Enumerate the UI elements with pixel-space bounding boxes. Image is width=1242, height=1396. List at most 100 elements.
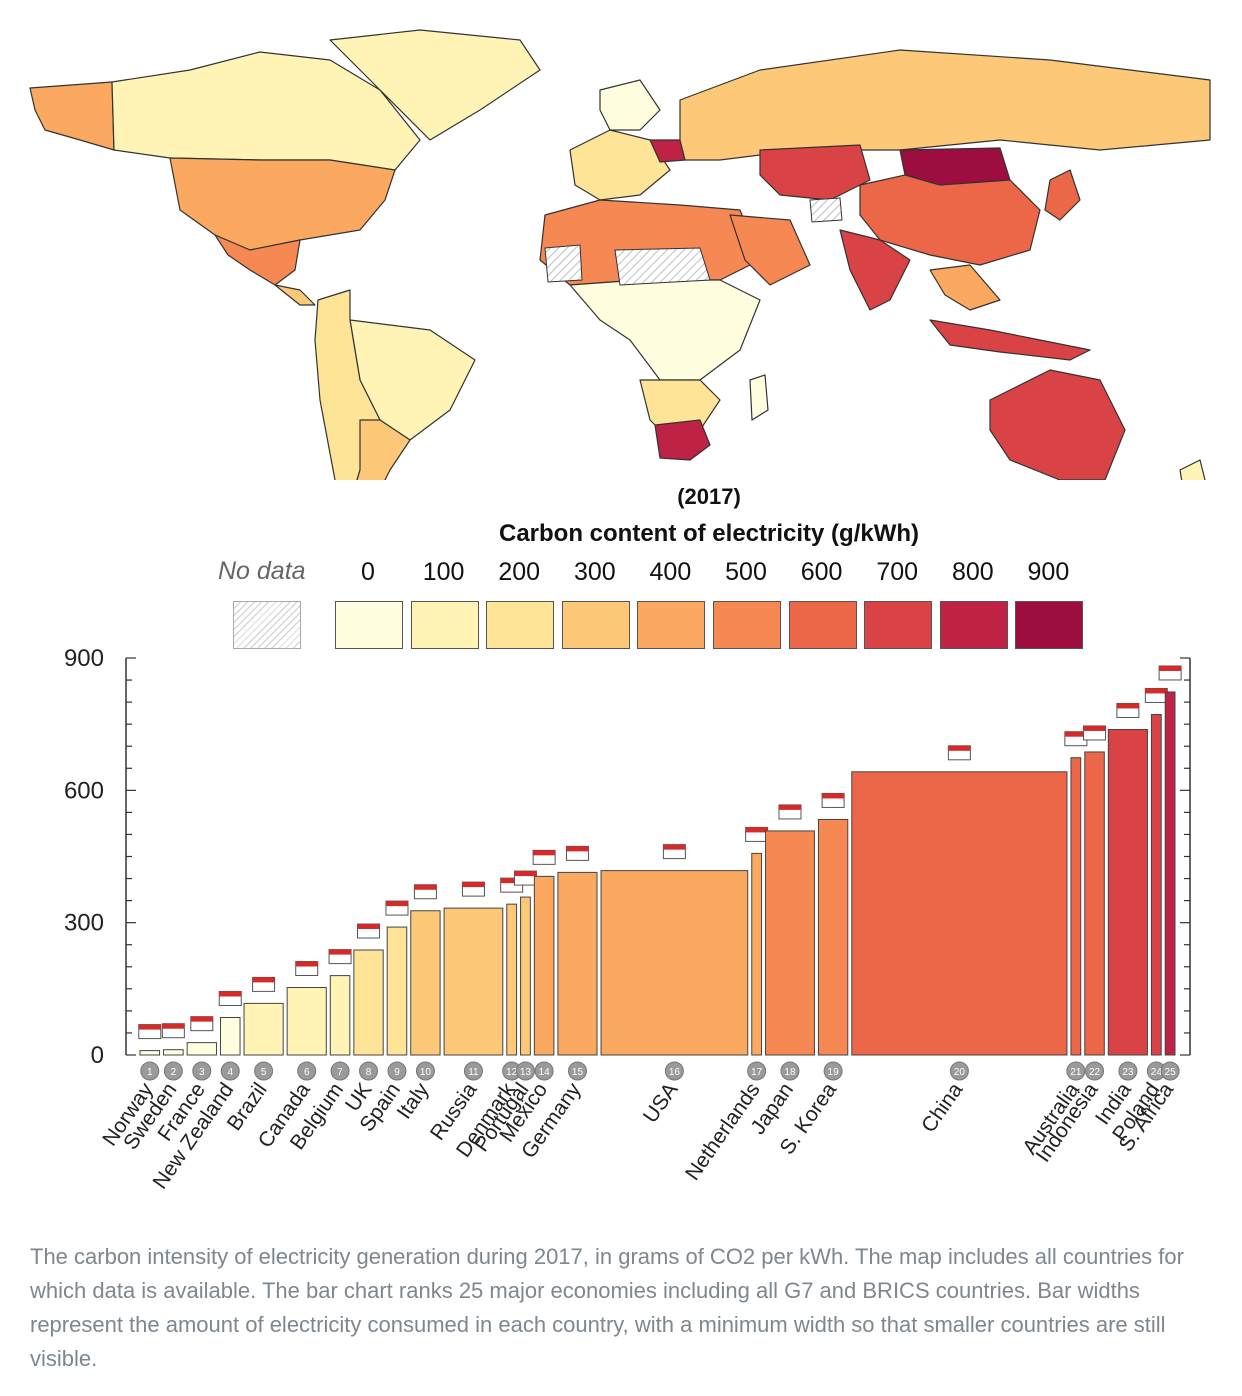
legend-swatch <box>561 601 630 649</box>
bar <box>410 910 441 1056</box>
rank-label: 10 <box>420 1067 432 1078</box>
map-canada <box>111 51 421 171</box>
map-central-asia <box>759 144 871 201</box>
bar <box>1107 728 1148 1056</box>
category-label: Italy <box>393 1078 434 1123</box>
rank-label: 5 <box>261 1067 267 1078</box>
map-usa <box>169 157 396 251</box>
rank-label: 24 <box>1151 1067 1163 1078</box>
rank-label: 21 <box>1070 1067 1082 1078</box>
rank-label: 25 <box>1165 1067 1177 1078</box>
flag-stripe <box>138 1024 161 1030</box>
map-nodata-west-sahara <box>544 244 583 283</box>
rank-label: 20 <box>954 1067 966 1078</box>
rank-circle <box>1066 1061 1086 1081</box>
rank-label: 18 <box>784 1067 796 1078</box>
rank-label: 3 <box>199 1067 205 1078</box>
legend-tick-label: 600 <box>800 558 843 586</box>
rank-label: 1 <box>147 1067 153 1078</box>
map-russia <box>679 49 1211 161</box>
bar <box>353 949 384 1056</box>
legend-swatch <box>713 601 781 649</box>
legend-swatch <box>335 601 403 649</box>
legend-swatch <box>864 601 933 649</box>
bar <box>1150 713 1162 1056</box>
rank-circle <box>163 1061 183 1081</box>
flag-stripe <box>329 949 352 955</box>
flag-stripe <box>252 977 275 983</box>
rank-label: 2 <box>171 1067 177 1078</box>
bar <box>186 1042 217 1056</box>
map-new-zealand <box>1179 459 1206 480</box>
legend-swatch <box>939 601 1008 649</box>
map-alaska <box>29 81 115 151</box>
flag-stripe <box>745 827 768 833</box>
map-greenland <box>329 29 541 141</box>
flag-stripe <box>190 1016 213 1022</box>
category-label: China <box>917 1078 967 1136</box>
bar <box>139 1050 161 1056</box>
legend-tick-label: 0 <box>361 558 375 586</box>
rank-label: 4 <box>227 1067 233 1078</box>
rank-label: 11 <box>468 1067 479 1078</box>
bar <box>1084 751 1105 1056</box>
rank-circle <box>297 1061 317 1081</box>
map-nodata-sahel <box>614 247 711 286</box>
flag-stripe <box>514 871 537 877</box>
map-madagascar <box>749 374 769 421</box>
bar <box>329 975 351 1056</box>
map-central-africa <box>569 279 761 381</box>
category-label: USA <box>639 1079 683 1128</box>
rank-circle <box>747 1061 767 1081</box>
map-argentina <box>356 419 411 480</box>
legend-tick-label: 400 <box>649 558 692 586</box>
rank-circle <box>1118 1061 1138 1081</box>
rank-circle <box>534 1061 554 1081</box>
bar <box>1070 757 1082 1056</box>
map-europe-west <box>569 129 671 201</box>
rank-circle <box>254 1061 274 1081</box>
flag-stripe <box>219 991 242 997</box>
category-label: Netherlands <box>681 1079 765 1185</box>
rank-label: 13 <box>520 1067 532 1078</box>
world-map <box>29 29 1211 480</box>
map-arabia <box>729 214 811 286</box>
flag-stripe <box>162 1023 185 1029</box>
rank-circle <box>1160 1061 1180 1081</box>
bar <box>851 771 1068 1056</box>
legend-swatch <box>486 601 555 649</box>
rank-circle <box>515 1061 535 1081</box>
rank-circle <box>463 1061 483 1081</box>
rank-label: 8 <box>366 1067 372 1078</box>
legend-tick-label: 200 <box>498 558 541 586</box>
flag-stripe <box>1116 703 1139 709</box>
bar <box>286 987 327 1056</box>
flag-stripe <box>1083 725 1106 731</box>
bar <box>520 896 531 1056</box>
flag-stripe <box>778 804 801 810</box>
rank-label: 23 <box>1122 1067 1134 1078</box>
map-australia <box>989 369 1126 480</box>
bar <box>751 852 763 1056</box>
bar <box>386 926 408 1056</box>
y-tick-label: 900 <box>64 645 104 672</box>
rank-label: 7 <box>337 1067 343 1078</box>
rank-circle <box>220 1061 240 1081</box>
flag-stripe <box>1145 688 1168 694</box>
bar <box>443 907 504 1056</box>
rank-circle <box>387 1061 407 1081</box>
map-india <box>839 229 911 311</box>
rank-circle <box>192 1061 212 1081</box>
y-tick-label: 0 <box>91 1042 104 1069</box>
flag-stripe <box>462 882 485 888</box>
legend-tick-label: 100 <box>422 558 465 586</box>
bar <box>243 1002 284 1056</box>
y-tick-label: 300 <box>64 910 104 937</box>
bar <box>817 818 849 1056</box>
legend-no-data-label: No data <box>218 557 306 585</box>
bar <box>219 1017 241 1056</box>
bar <box>163 1049 184 1056</box>
rank-circle <box>359 1061 379 1081</box>
legend-swatch <box>1015 601 1084 649</box>
bar <box>557 871 598 1056</box>
